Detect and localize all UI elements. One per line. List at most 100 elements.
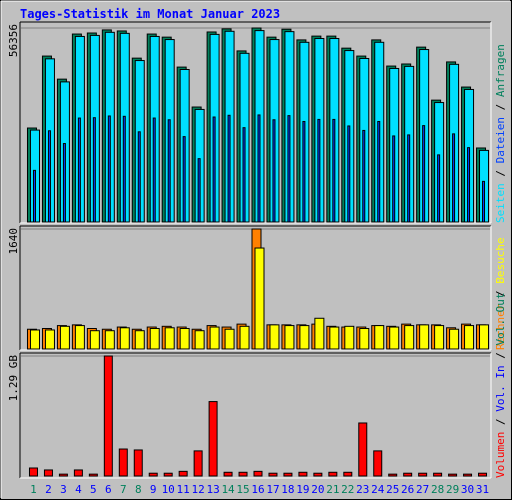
- bar: [47, 130, 51, 223]
- bar: [254, 247, 265, 350]
- bar: [389, 326, 400, 350]
- bar: [167, 119, 171, 223]
- bar: [299, 325, 310, 350]
- bar: [163, 472, 173, 477]
- bar: [253, 470, 263, 477]
- bar: [332, 118, 336, 223]
- bar: [313, 472, 323, 477]
- x-tick-label: 8: [135, 483, 142, 496]
- bar: [179, 328, 190, 350]
- bar: [374, 325, 385, 350]
- bar: [193, 450, 203, 477]
- bar: [133, 449, 143, 477]
- bar: [287, 115, 291, 223]
- x-tick-label: 19: [296, 483, 309, 496]
- x-tick-label: 14: [221, 483, 235, 496]
- bar: [362, 129, 366, 223]
- bar: [92, 117, 96, 223]
- legend-entry: Vol. Out: [494, 293, 507, 346]
- bar: [182, 136, 186, 223]
- bar: [343, 471, 353, 477]
- bar: [344, 325, 355, 350]
- bar: [359, 328, 370, 350]
- bar: [242, 127, 246, 223]
- chart-title: Tages-Statistik im Monat Januar 2023: [20, 7, 280, 21]
- bar: [178, 470, 188, 477]
- bar: [317, 118, 321, 223]
- bar: [77, 117, 81, 223]
- bar: [422, 125, 426, 223]
- x-tick-label: 18: [281, 483, 294, 496]
- legend-entry: Dateien: [494, 117, 507, 163]
- bar: [437, 154, 441, 223]
- x-tick-label: 21: [326, 483, 339, 496]
- bar: [28, 467, 38, 477]
- bar: [103, 355, 113, 477]
- bar: [269, 324, 280, 350]
- legend-entry: Volumen: [494, 432, 507, 478]
- bar: [62, 143, 66, 223]
- bar: [164, 327, 175, 350]
- bar: [463, 473, 473, 477]
- bar: [88, 473, 98, 477]
- bar: [403, 472, 413, 477]
- bar: [107, 115, 111, 223]
- y-tick-label: 1.29 GB: [7, 355, 20, 402]
- x-tick-label: 23: [356, 483, 369, 496]
- x-tick-label: 5: [90, 483, 97, 496]
- x-tick-label: 9: [150, 483, 157, 496]
- bar: [59, 325, 70, 350]
- legend-separator: /: [494, 284, 507, 304]
- bar: [373, 450, 383, 477]
- y-tick-label: 56356: [7, 24, 20, 57]
- y-tick-label: 1640: [7, 228, 20, 255]
- bar: [448, 473, 458, 477]
- bar: [479, 324, 490, 350]
- legend-entry: Vol. In: [494, 365, 507, 411]
- legend-entry: Rechner: [494, 303, 507, 350]
- bar: [89, 330, 100, 350]
- x-tick-label: 7: [120, 483, 127, 496]
- x-tick-label: 27: [416, 483, 429, 496]
- bar: [197, 158, 201, 223]
- x-tick-label: 26: [401, 483, 414, 496]
- bar: [148, 472, 158, 477]
- legend: Volumen / Vol. In / Vol. Out: [494, 293, 507, 478]
- bar: [433, 472, 443, 477]
- bar: [209, 326, 220, 350]
- panel: [20, 353, 491, 478]
- bar: [284, 325, 295, 350]
- x-tick-label: 1: [30, 483, 37, 496]
- bar: [239, 325, 250, 350]
- bar: [149, 328, 160, 350]
- x-tick-label: 2: [45, 483, 52, 496]
- x-tick-label: 29: [446, 483, 459, 496]
- legend-separator: /: [494, 412, 507, 432]
- bar: [452, 133, 456, 223]
- bar: [358, 422, 368, 477]
- legend: Seiten / Dateien / Anfragen: [494, 44, 507, 223]
- x-tick-label: 17: [266, 483, 279, 496]
- bar: [314, 317, 325, 350]
- bar: [227, 114, 231, 223]
- bar: [478, 472, 488, 477]
- bar: [119, 327, 130, 350]
- x-tick-label: 22: [341, 483, 354, 496]
- bar: [137, 131, 141, 223]
- bar: [118, 448, 128, 477]
- x-tick-label: 24: [371, 483, 385, 496]
- bar: [392, 135, 396, 223]
- legend: Rechner / Besuche: [494, 237, 507, 350]
- bar: [482, 180, 486, 223]
- legend-separator: /: [494, 163, 507, 183]
- x-tick-label: 12: [192, 483, 205, 496]
- bar: [464, 325, 475, 350]
- bar: [73, 469, 83, 477]
- x-tick-label: 28: [431, 483, 444, 496]
- bar: [329, 326, 340, 350]
- x-tick-label: 13: [206, 483, 219, 496]
- x-tick-label: 11: [177, 483, 190, 496]
- bar: [32, 169, 36, 223]
- bar: [152, 117, 156, 223]
